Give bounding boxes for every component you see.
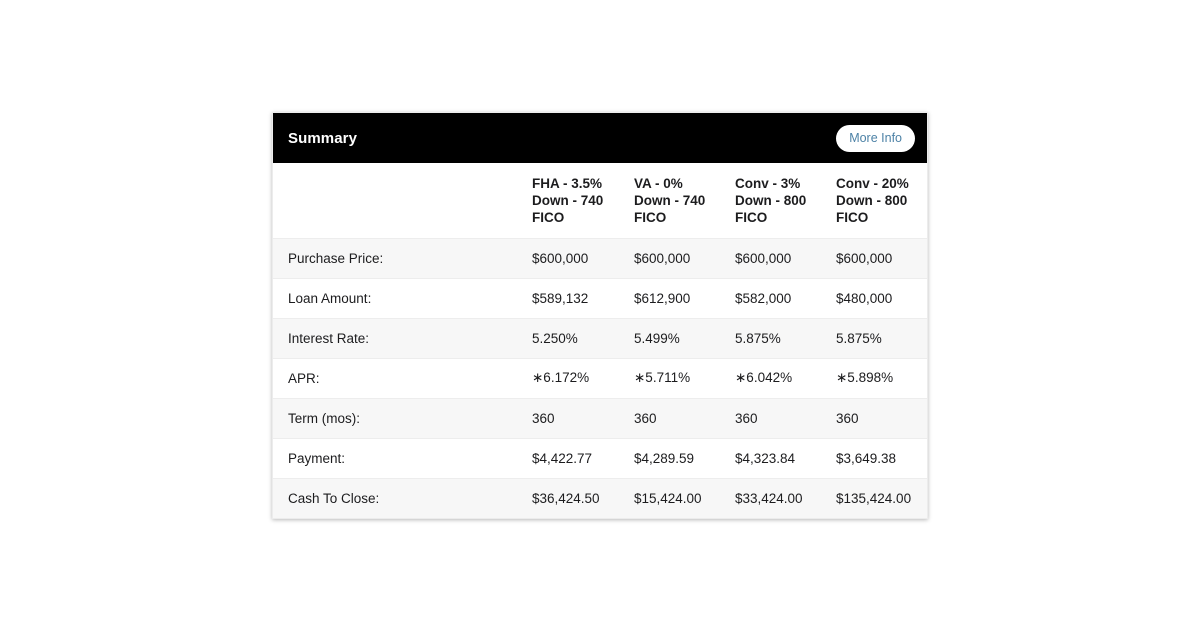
cell-value: ∗5.898% xyxy=(836,370,894,385)
loan-comparison-table: FHA - 3.5% Down - 740 FICO VA - 0% Down … xyxy=(273,163,927,518)
cell-value: $600,000 xyxy=(836,250,893,266)
table-row-loan-amount: Loan Amount: $589,132 $612,900 $582,000 … xyxy=(273,278,927,318)
cell-value: $33,424.00 xyxy=(735,490,803,506)
cell-value: $600,000 xyxy=(735,250,792,266)
table-row-apr: APR: ∗6.172% ∗5.711% ∗6.042% ∗5.898% xyxy=(273,358,927,398)
cell-value: 360 xyxy=(735,410,758,426)
more-info-button[interactable]: More Info xyxy=(836,124,915,152)
row-label: Loan Amount: xyxy=(288,290,372,306)
cell-value: 360 xyxy=(532,410,555,426)
cell-value: ∗5.711% xyxy=(634,370,691,385)
cell-value: $589,132 xyxy=(532,290,589,306)
cell-value: $612,900 xyxy=(634,290,691,306)
row-label: Payment: xyxy=(288,450,346,466)
cell-value: ∗6.042% xyxy=(735,370,793,385)
table-row-interest-rate: Interest Rate: 5.250% 5.499% 5.875% 5.87… xyxy=(273,318,927,358)
table-row-term: Term (mos): 360 360 360 360 xyxy=(273,398,927,438)
cell-value: 5.875% xyxy=(735,330,781,346)
cell-value: $4,422.77 xyxy=(532,450,593,466)
cell-value: $480,000 xyxy=(836,290,893,306)
page-title: Summary xyxy=(288,129,358,147)
cell-value: $36,424.50 xyxy=(532,490,600,506)
column-header-row: FHA - 3.5% Down - 740 FICO VA - 0% Down … xyxy=(273,163,927,238)
cell-value: $4,323.84 xyxy=(735,450,796,466)
cell-value: $582,000 xyxy=(735,290,792,306)
cell-value: 5.875% xyxy=(836,330,882,346)
row-label: Term (mos): xyxy=(288,410,360,426)
cell-value: $4,289.59 xyxy=(634,450,695,466)
summary-card: Summary More Info FHA - 3.5% Down - 740 … xyxy=(272,112,928,519)
cell-value: $135,424.00 xyxy=(836,490,912,506)
cell-value: ∗6.172% xyxy=(532,370,590,385)
row-label: APR: xyxy=(288,370,320,386)
cell-value: 5.499% xyxy=(634,330,680,346)
row-label: Cash To Close: xyxy=(288,490,380,506)
table-row-cash-to-close: Cash To Close: $36,424.50 $15,424.00 $33… xyxy=(273,478,927,518)
cell-value: $3,649.38 xyxy=(836,450,897,466)
cell-value: 360 xyxy=(836,410,859,426)
column-header-fha: FHA - 3.5% Down - 740 FICO xyxy=(532,163,634,238)
cell-value: $15,424.00 xyxy=(634,490,702,506)
cell-value: 5.250% xyxy=(532,330,578,346)
cell-value: $600,000 xyxy=(634,250,691,266)
table-row-payment: Payment: $4,422.77 $4,289.59 $4,323.84 $… xyxy=(273,438,927,478)
column-header-va: VA - 0% Down - 740 FICO xyxy=(634,163,735,238)
row-label: Purchase Price: xyxy=(288,250,384,266)
card-header: Summary More Info xyxy=(273,113,927,163)
row-label: Interest Rate: xyxy=(288,330,370,346)
empty-header-cell xyxy=(273,163,532,238)
column-header-conv3: Conv - 3% Down - 800 FICO xyxy=(735,163,836,238)
cell-value: 360 xyxy=(634,410,657,426)
table-row-purchase-price: Purchase Price: $600,000 $600,000 $600,0… xyxy=(273,238,927,278)
cell-value: $600,000 xyxy=(532,250,589,266)
column-header-conv20: Conv - 20% Down - 800 FICO xyxy=(836,163,927,238)
